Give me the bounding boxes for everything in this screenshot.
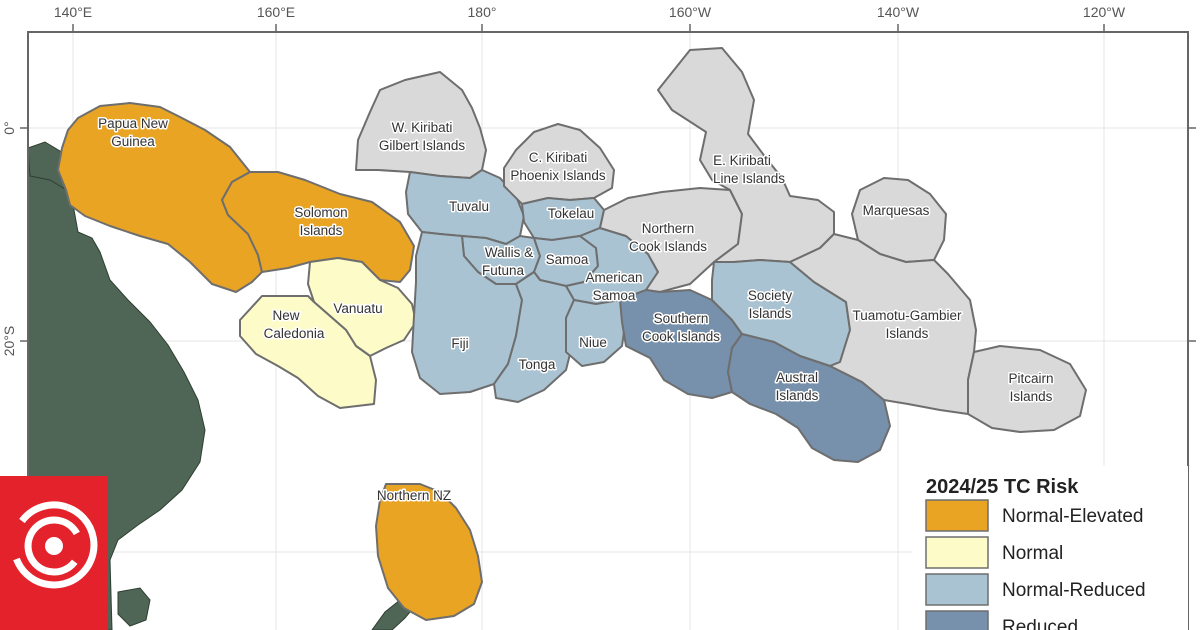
region-northern-nz[interactable]	[375, 483, 483, 621]
rnz-logo-icon	[0, 476, 108, 630]
tick-label-lon: 140°W	[877, 4, 920, 20]
label-samoa: Samoa	[546, 252, 589, 267]
risk-regions	[57, 47, 1087, 621]
label-tuamotu-gambier: Tuamotu-Gambier Islands	[852, 308, 962, 341]
region-tonga[interactable]	[493, 271, 575, 403]
label-e-kiribati: E. Kiribati Line Islands	[713, 153, 785, 186]
region-northern-cook-islands[interactable]	[599, 187, 743, 293]
label-tonga: Tonga	[519, 357, 556, 372]
label-marquesas: Marquesas	[863, 203, 930, 218]
label-northern-nz: Northern NZ	[377, 488, 451, 503]
legend-swatch	[925, 610, 989, 630]
label-tuvalu: Tuvalu	[449, 199, 489, 214]
label-wallis-futuna: Wallis & Futuna	[482, 245, 533, 278]
longitude-axis: 140°E 160°E 180° 160°W 140°W 120°W	[54, 4, 1126, 32]
label-tokelau: Tokelau	[548, 206, 595, 221]
map-frame	[27, 31, 1189, 630]
tick-label-lon: 120°W	[1083, 4, 1126, 20]
region-pitcairn-islands[interactable]	[967, 345, 1087, 433]
tick-label-lon: 160°W	[669, 4, 712, 20]
label-c-kiribati: C. Kiribati Phoenix Islands	[510, 150, 606, 183]
label-society-islands: Society Islands	[748, 288, 793, 321]
region-labels: Papua New Guinea Solomon Islands Vanuatu N…	[97, 115, 1055, 505]
legend-item-label: Normal	[1002, 543, 1063, 564]
tick-label-lon: 160°E	[257, 4, 295, 20]
label-w-kiribati: W. Kiribati Gilbert Islands	[379, 120, 466, 153]
legend-swatch	[925, 573, 989, 606]
label-solomon-islands: Solomon Islands	[294, 205, 347, 238]
tick-label-lat: 0°	[1, 121, 17, 134]
region-c-kiribati[interactable]	[503, 123, 615, 205]
legend-title: 2024/25 TC Risk	[926, 476, 1079, 498]
label-niue: Niue	[579, 335, 607, 350]
label-new-caledonia: New Caledonia	[264, 308, 325, 341]
tasmania-land	[117, 587, 151, 627]
legend-swatch	[925, 536, 989, 569]
latitude-axis: 0° 20°S	[1, 121, 1196, 356]
label-pitcairn-islands: Pitcairn Islands	[1008, 371, 1053, 404]
label-american-samoa: American Samoa	[585, 270, 642, 303]
label-southern-cook-islands: Southern Cook Islands	[642, 311, 720, 344]
legend-item-label: Normal-Elevated	[1002, 506, 1144, 527]
label-vanuatu: Vanuatu	[333, 301, 382, 316]
region-marquesas[interactable]	[851, 177, 947, 263]
legend: 2024/25 TC Risk Normal-Elevated Normal Nor…	[912, 466, 1188, 630]
label-northern-cook-islands: Northern Cook Islands	[629, 221, 707, 254]
tick-label-lon: 140°E	[54, 4, 92, 20]
label-fiji: Fiji	[451, 336, 468, 351]
label-papua-new-guinea: Papua New Guinea	[98, 116, 168, 149]
region-new-caledonia[interactable]	[239, 295, 377, 409]
region-papua-new-guinea[interactable]	[57, 102, 263, 293]
tick-label-lon: 180°	[468, 4, 497, 20]
legend-swatch	[925, 499, 989, 532]
legend-item-label: Normal-Reduced	[1002, 580, 1146, 601]
region-niue[interactable]	[565, 299, 627, 367]
region-austral-islands[interactable]	[727, 333, 891, 463]
tick-label-lat: 20°S	[1, 326, 17, 357]
legend-item-label: Reduced	[1002, 617, 1078, 630]
label-austral-islands: Austral Islands	[776, 370, 819, 403]
